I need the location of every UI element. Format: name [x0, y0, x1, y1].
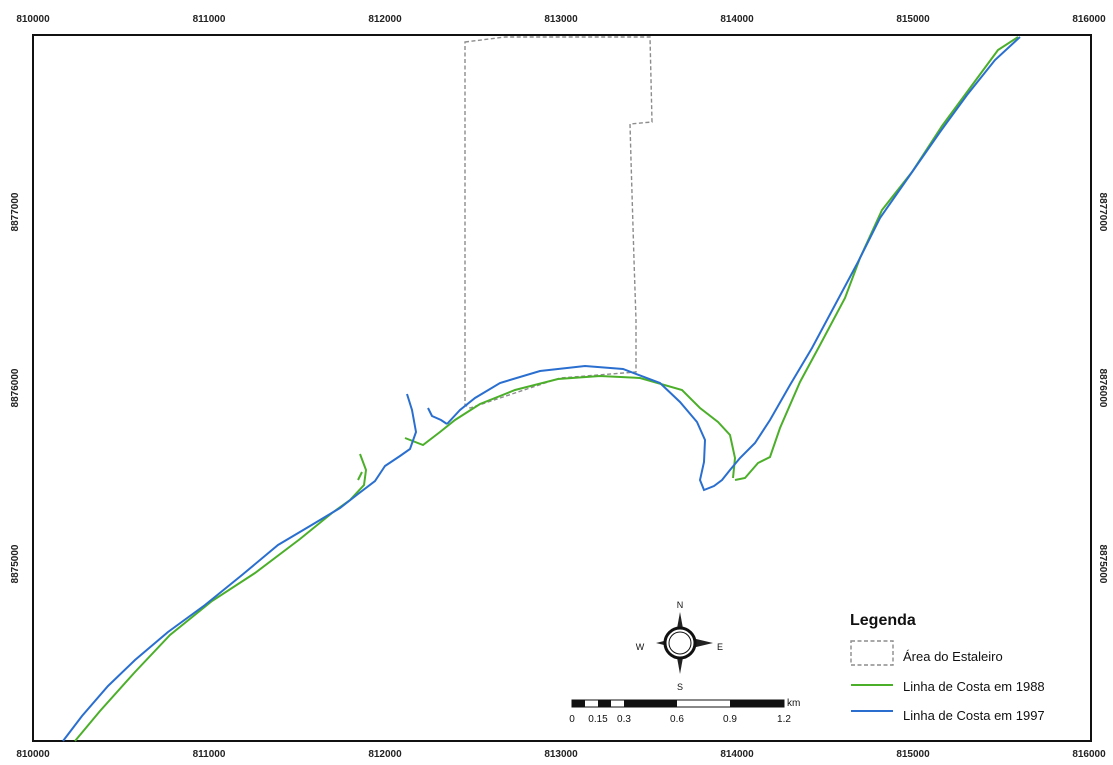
legend-label-coast-1988: Linha de Costa em 1988 — [903, 679, 1045, 694]
scale-label-4: 0.9 — [723, 714, 737, 725]
x-tick-top-2: 812000 — [368, 14, 402, 25]
scale-label-2: 0.3 — [617, 714, 631, 725]
scale-label-0: 0 — [569, 714, 575, 725]
map-frame — [32, 34, 1092, 742]
x-tick-top-6: 816000 — [1072, 14, 1106, 25]
scale-label-5: 1.2 — [777, 714, 791, 725]
y-tick-left-0: 8877000 — [10, 192, 21, 231]
x-tick-top-4: 814000 — [720, 14, 754, 25]
compass-rose-icon — [656, 612, 713, 674]
coastline-1988 — [74, 36, 1019, 742]
x-tick-bottom-1: 811000 — [193, 749, 226, 760]
scale-label-1: 0.15 — [588, 714, 608, 725]
legend-label-coast-1997: Linha de Costa em 1997 — [903, 708, 1045, 723]
scale-label-3: 0.6 — [670, 714, 684, 725]
x-tick-bottom-3: 813000 — [544, 749, 578, 760]
x-tick-bottom-4: 814000 — [720, 749, 754, 760]
x-tick-top-5: 815000 — [896, 14, 930, 25]
x-tick-bottom-5: 815000 — [896, 749, 930, 760]
x-tick-bottom-0: 810000 — [16, 749, 50, 760]
scale-bar — [571, 699, 785, 708]
x-tick-bottom-6: 816000 — [1072, 749, 1106, 760]
coastline-1997 — [62, 36, 1021, 742]
legend-label-shipyard: Área do Estaleiro — [903, 649, 1003, 664]
scale-unit-label: km — [787, 698, 800, 709]
shipyard-area-boundary — [464, 36, 653, 409]
compass-south-label: S — [677, 682, 683, 692]
x-tick-top-0: 810000 — [16, 14, 50, 25]
x-tick-top-3: 813000 — [544, 14, 578, 25]
y-tick-right-1: 8876000 — [1097, 369, 1108, 408]
compass-north-label: N — [677, 600, 684, 610]
y-tick-right-0: 8877000 — [1097, 193, 1108, 232]
y-tick-right-2: 8875000 — [1097, 545, 1108, 584]
x-tick-top-1: 811000 — [193, 14, 226, 25]
legend-title: Legenda — [850, 612, 916, 629]
legend-symbol-shipyard — [850, 640, 894, 666]
legend: Legenda Área do Estaleiro Linha de Costa… — [850, 612, 1045, 723]
compass-west-label: W — [636, 642, 645, 652]
y-tick-left-1: 8876000 — [10, 368, 21, 407]
y-tick-left-2: 8875000 — [10, 544, 21, 583]
x-tick-bottom-2: 812000 — [368, 749, 402, 760]
compass-east-label: E — [717, 642, 723, 652]
